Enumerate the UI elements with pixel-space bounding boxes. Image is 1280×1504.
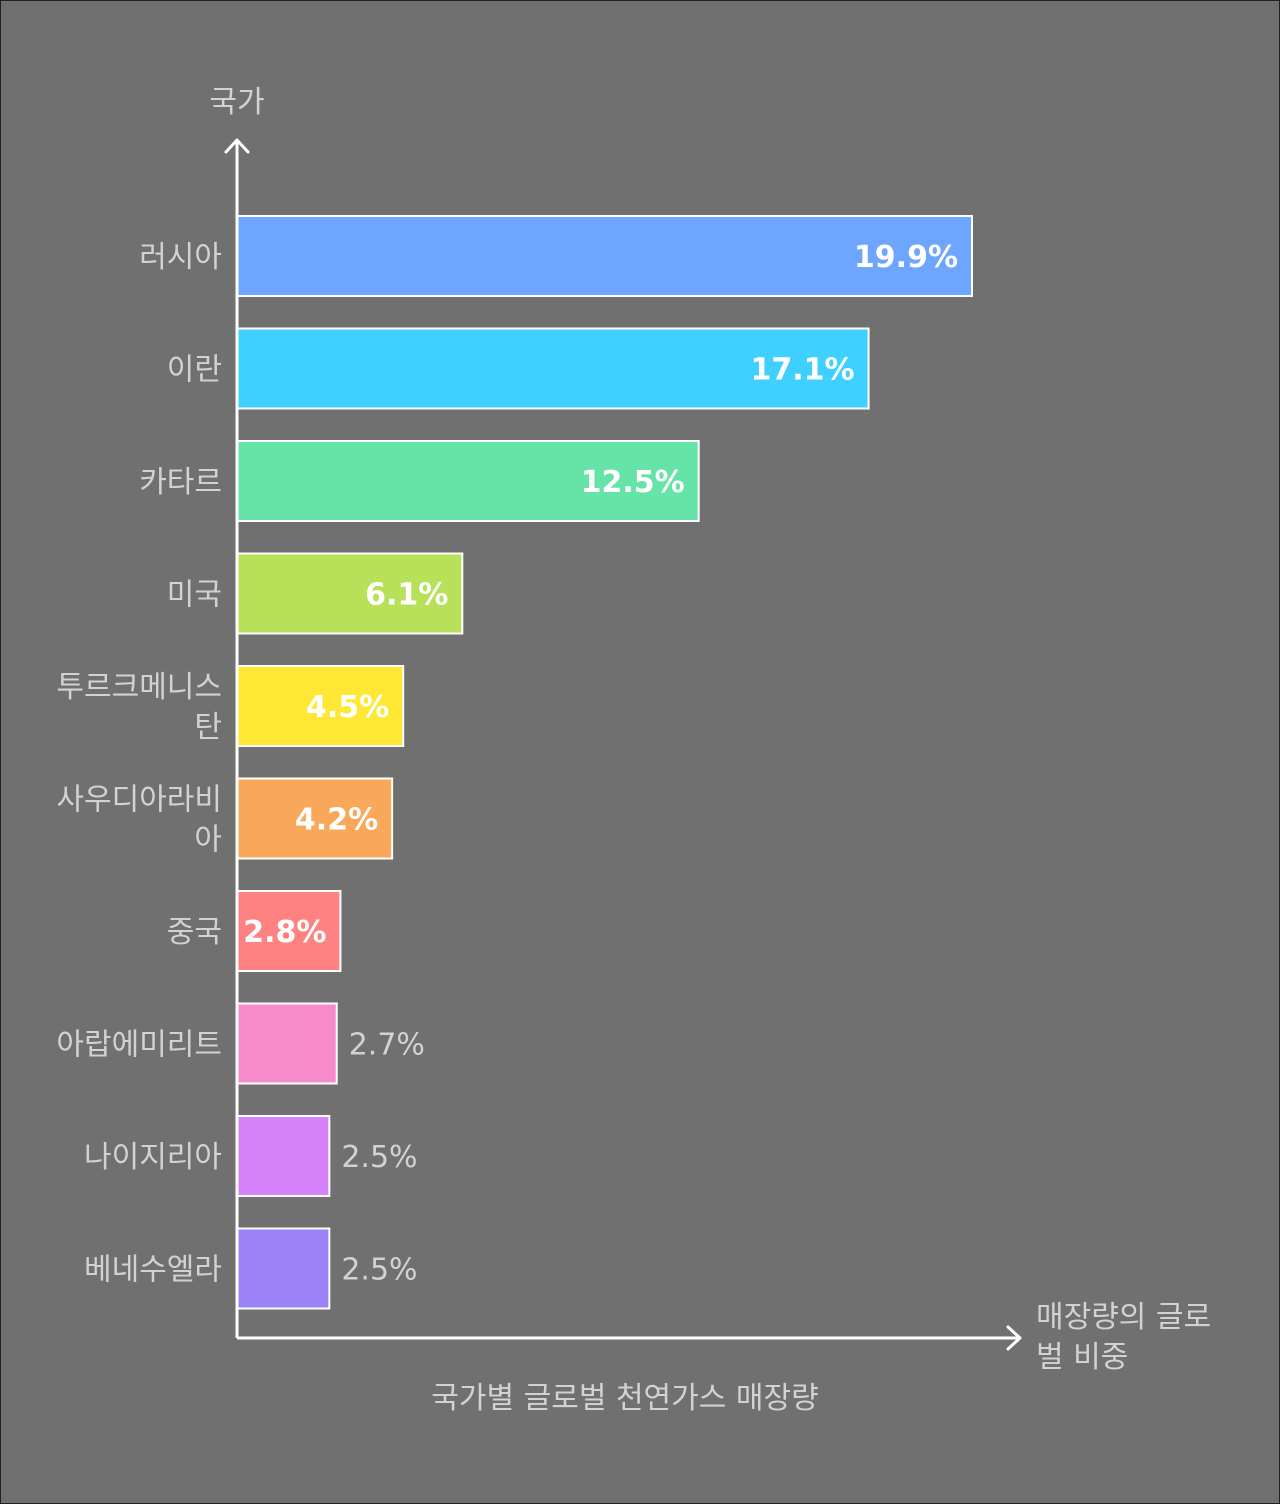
x-axis-title: 매장량의 글로 벌 비중	[1036, 1300, 1221, 1375]
value-label-3: 6.1%	[365, 578, 448, 613]
category-label-8: 나이지리아	[84, 1140, 222, 1175]
category-label-9: 베네수엘라	[84, 1253, 222, 1288]
category-label-5: 사우디아라비 아	[56, 783, 222, 858]
value-label-2: 12.5%	[581, 465, 685, 500]
value-label-1: 17.1%	[751, 353, 855, 388]
bar-0	[236, 215, 973, 297]
value-label-0: 19.9%	[854, 240, 958, 275]
category-label-2: 카타르	[139, 465, 222, 500]
value-label-9: 2.5%	[341, 1253, 417, 1288]
value-labels: 19.9% 17.1% 12.5% 6.1% 4.5% 4.2% 2.8% 2.7% 2.5% 2…	[243, 240, 958, 1288]
bars-group	[236, 215, 973, 1310]
bar-2	[236, 440, 700, 522]
x-axis-title-line-1: 매장량의 글로	[1036, 1300, 1211, 1335]
y-axis-title: 국가	[209, 85, 264, 120]
category-label-7: 아랍에미리트	[56, 1028, 222, 1063]
bar-1	[236, 327, 870, 410]
category-label-0: 러시아	[139, 240, 222, 275]
y-axis	[224, 138, 250, 1338]
value-label-7: 2.7%	[349, 1028, 425, 1063]
value-label-4: 4.5%	[306, 690, 389, 725]
value-label-6: 2.8%	[243, 915, 326, 950]
bar-8	[236, 1115, 331, 1197]
category-label-1: 이란	[167, 353, 222, 388]
category-label-6: 중국	[167, 915, 222, 950]
bar-7	[236, 1002, 338, 1085]
value-label-5: 4.2%	[295, 803, 378, 838]
chart-title: 국가별 글로벌 천연가스 매장량	[431, 1381, 818, 1416]
x-axis	[237, 1325, 1022, 1351]
category-label-4: 투르크메니스 탄	[56, 670, 222, 745]
x-axis-title-line-2: 벌 비중	[1036, 1340, 1128, 1375]
value-label-8: 2.5%	[341, 1140, 417, 1175]
category-label-3: 미국	[167, 578, 222, 613]
bar-9	[236, 1227, 331, 1310]
